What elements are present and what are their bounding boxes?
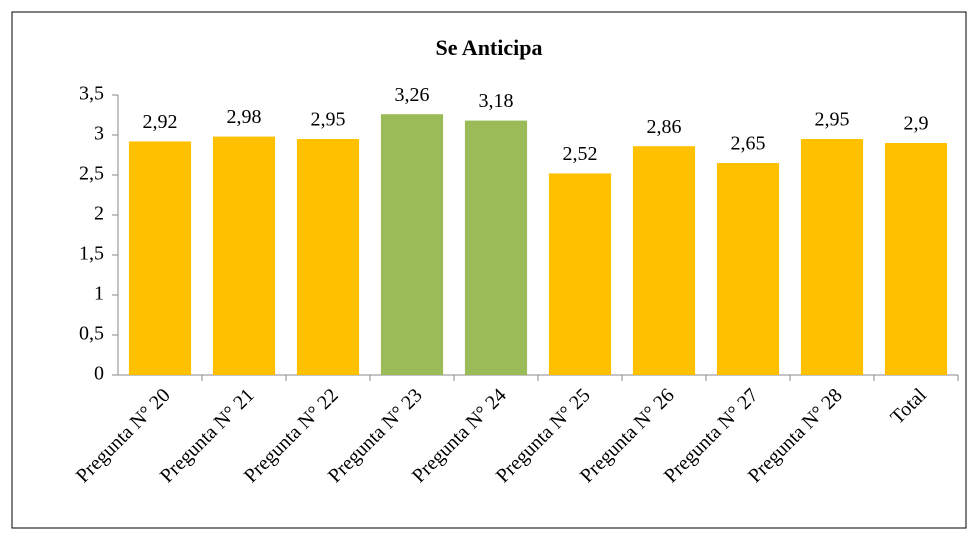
y-tick-label: 3 [94,123,104,145]
y-tick-label: 2,5 [79,163,104,185]
y-tick-label: 3,5 [79,83,104,105]
bar [800,139,864,375]
value-label: 2,9 [904,113,929,135]
y-tick-label: 2 [94,203,104,225]
value-label: 2,92 [143,111,178,133]
bar [548,173,612,375]
value-label: 2,65 [731,133,766,155]
bar [380,114,444,375]
y-tick-label: 0 [94,363,104,385]
bar [212,136,276,375]
value-label: 2,52 [563,143,598,165]
bar [884,143,948,375]
y-tick-label: 0,5 [79,323,104,345]
y-tick-label: 1,5 [79,243,104,265]
value-label: 2,95 [311,109,346,131]
bar [632,146,696,375]
bar [296,139,360,375]
bar [716,163,780,375]
bar [464,120,528,375]
bar [128,141,192,375]
value-label: 3,26 [395,84,430,106]
value-label: 3,18 [479,90,514,112]
value-label: 2,86 [647,116,682,138]
y-tick-label: 1 [94,283,104,305]
chart-title: Se Anticipa [436,35,543,60]
value-label: 2,98 [227,106,262,128]
value-label: 2,95 [815,109,850,131]
